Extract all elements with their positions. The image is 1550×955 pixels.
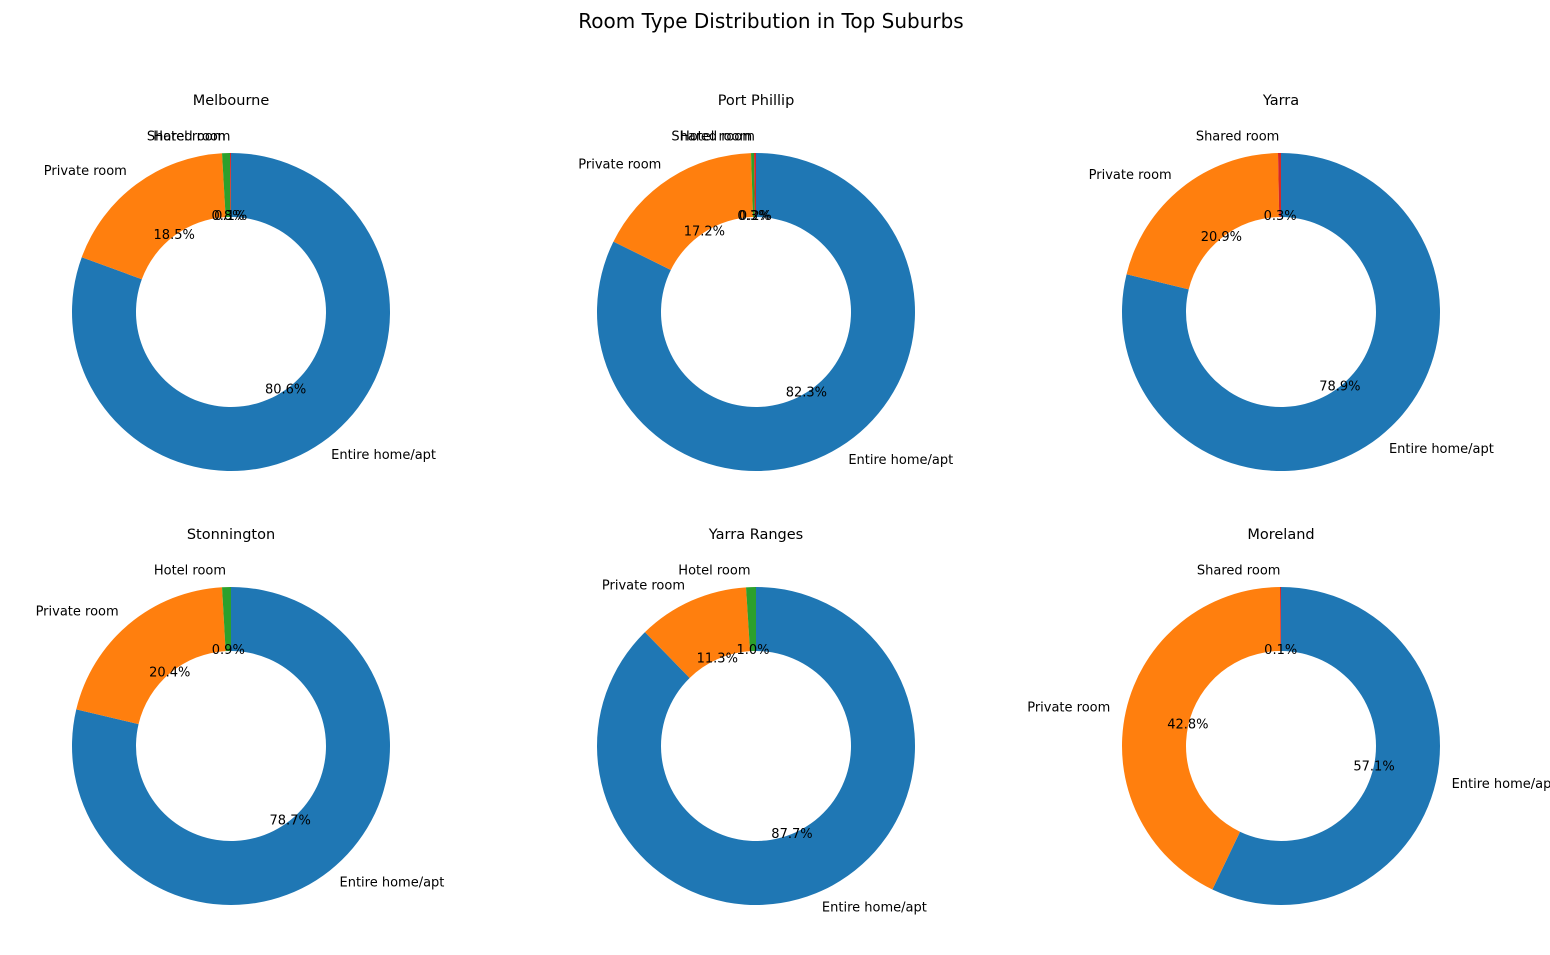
chart-title: Melbourne: [193, 93, 270, 109]
chart-title: Moreland: [1247, 527, 1314, 543]
slice-entire-home-apt: [1122, 153, 1441, 471]
slice-label-hotel-room: Hotel room: [678, 564, 750, 579]
slice-private-room: [1126, 153, 1280, 290]
slice-label-shared-room: Shared room: [147, 130, 231, 145]
slice-percent-entire-home-apt: 57.1%: [1353, 760, 1394, 775]
slice-entire-home-apt: [1212, 587, 1440, 906]
slice-percent-private-room: 20.9%: [1201, 230, 1242, 245]
slice-entire-home-apt: [597, 153, 915, 471]
slice-shared-room: [1278, 153, 1281, 218]
slice-label-hotel-room: Hotel room: [680, 130, 752, 145]
slice-label-private-room: Private room: [578, 157, 661, 172]
chart-title: Yarra: [1262, 93, 1299, 109]
donut-chart-stonnington: Stonnington Entire home/apt Private room Ho…: [36, 527, 444, 906]
figure-title: Room Type Distribution in Top Suburbs: [578, 9, 963, 33]
slice-percent-entire-home-apt: 80.6%: [265, 383, 306, 398]
slice-percent-shared-room: 0.3%: [1264, 209, 1297, 224]
slice-label-shared-room: Shared room: [1196, 130, 1280, 145]
slice-percent-hotel-room: 0.8%: [211, 209, 244, 224]
slice-label-entire-home-apt: Entire home/apt: [848, 453, 953, 468]
slice-hotel-room: [751, 153, 755, 218]
slice-label-shared-room: Shared room: [1197, 564, 1281, 579]
slice-percent-entire-home-apt: 87.7%: [771, 827, 812, 842]
slice-hotel-room: [222, 587, 231, 652]
slice-shared-room: [230, 153, 231, 218]
slice-percent-hotel-room: 0.3%: [737, 209, 770, 224]
slice-label-hotel-room: Hotel room: [153, 130, 225, 145]
donut-chart-yarra: Yarra Entire home/apt Private room Shared r…: [1089, 93, 1494, 471]
slice-label-private-room: Private room: [44, 164, 127, 179]
slice-label-private-room: Private room: [602, 579, 685, 594]
slice-label-private-room: Private room: [1027, 700, 1110, 715]
slice-percent-hotel-room: 0.9%: [212, 643, 245, 658]
slice-percent-shared-room: 0.1%: [214, 209, 247, 224]
slice-private-room: [644, 587, 751, 678]
slice-label-shared-room: Shared room: [671, 130, 755, 145]
slice-shared-room: [754, 153, 756, 218]
donut-chart-melbourne: Melbourne Entire home/apt Private room Hote…: [44, 93, 436, 471]
donut-chart-port-phillip: Port Phillip Entire home/apt Private room H…: [578, 93, 953, 471]
slice-percent-private-room: 20.4%: [149, 665, 190, 680]
slice-private-room: [1122, 587, 1281, 890]
slice-entire-home-apt: [71, 153, 390, 471]
slice-shared-room: [1280, 587, 1281, 652]
chart-title: Stonnington: [187, 527, 275, 543]
slice-private-room: [613, 153, 754, 270]
slice-label-entire-home-apt: Entire home/apt: [1389, 442, 1494, 457]
slice-label-entire-home-apt: Entire home/apt: [339, 876, 444, 891]
slice-percent-entire-home-apt: 82.3%: [786, 386, 827, 401]
slice-percent-private-room: 17.2%: [684, 224, 725, 239]
slice-percent-shared-room: 0.2%: [739, 209, 772, 224]
slice-label-entire-home-apt: Entire home/apt: [822, 901, 927, 916]
slice-label-private-room: Private room: [1089, 168, 1172, 183]
slice-percent-entire-home-apt: 78.7%: [270, 813, 311, 828]
slice-private-room: [76, 587, 226, 725]
slice-private-room: [81, 153, 226, 280]
slice-label-entire-home-apt: Entire home/apt: [331, 448, 436, 463]
slice-percent-shared-room: 0.1%: [1264, 643, 1297, 658]
donut-chart-moreland: Moreland Entire home/apt Private room Share…: [1027, 527, 1550, 906]
slice-hotel-room: [222, 153, 231, 218]
slice-percent-entire-home-apt: 78.9%: [1319, 380, 1360, 395]
slice-label-entire-home-apt: Entire home/apt: [1452, 777, 1550, 792]
slice-label-private-room: Private room: [36, 604, 119, 619]
slice-percent-private-room: 18.5%: [154, 228, 195, 243]
chart-title: Port Phillip: [718, 93, 795, 109]
chart-title: Yarra Ranges: [708, 527, 803, 543]
slice-entire-home-apt: [596, 587, 915, 905]
donut-chart-yarra-ranges: Yarra Ranges Entire home/apt Private roomH…: [596, 527, 927, 916]
slice-hotel-room: [746, 587, 756, 652]
slice-label-hotel-room: Hotel room: [154, 564, 226, 579]
slice-percent-private-room: 42.8%: [1167, 718, 1208, 733]
slice-percent-hotel-room: 1.0%: [736, 643, 769, 658]
slice-entire-home-apt: [72, 587, 391, 906]
slice-percent-private-room: 11.3%: [697, 651, 738, 666]
